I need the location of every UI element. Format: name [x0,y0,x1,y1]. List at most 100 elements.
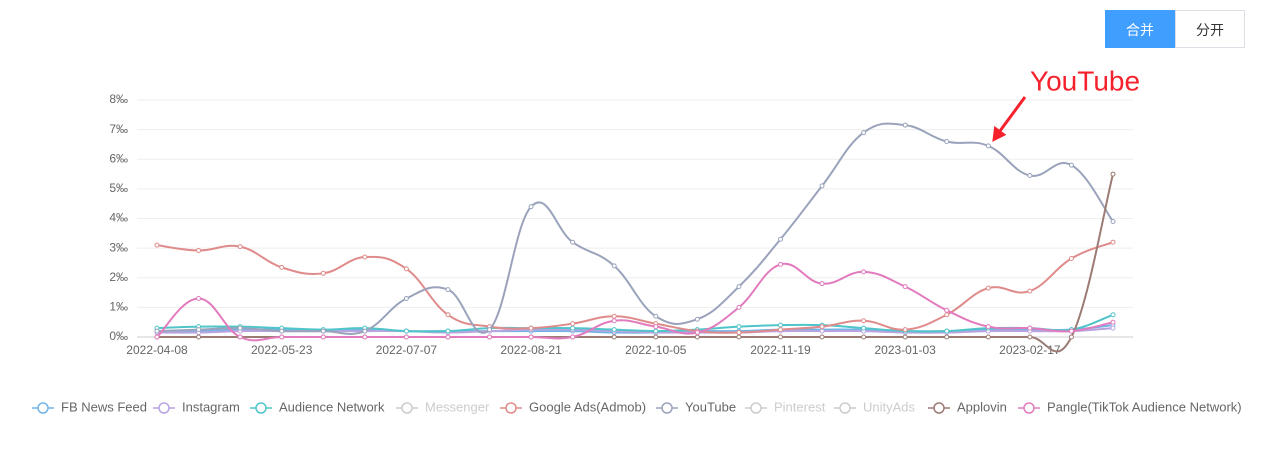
legend-icon [750,402,762,414]
data-point [403,295,409,301]
data-point [1027,173,1033,179]
legend-label: Instagram [182,399,240,414]
view-toggle: 合并 分开 [1105,10,1245,48]
legend-label: Applovin [957,399,1007,414]
data-point [694,330,700,336]
data-point [736,304,742,310]
data-point [196,334,202,340]
legend-label: YouTube [685,399,736,414]
data-point [487,327,493,333]
data-point [736,284,742,290]
data-point [570,239,576,245]
x-tick-label: 2022-11-19 [750,343,811,357]
data-point [1110,218,1116,224]
data-point [445,312,451,318]
data-point [653,313,659,319]
data-point [1027,334,1033,340]
data-point [653,334,659,340]
x-tick-label: 2023-02-17 [999,343,1061,357]
data-point [403,334,409,340]
data-point [1068,162,1074,168]
legend-icon [255,402,267,414]
data-point [694,334,700,340]
data-point [611,327,617,333]
data-point [985,143,991,149]
data-point [653,328,659,334]
data-point [777,327,783,333]
data-point [819,328,825,334]
legend-label: Google Ads(Admob) [529,399,646,414]
data-point [944,312,950,318]
data-point [570,334,576,340]
legend-label: Messenger [425,399,490,414]
data-point [237,325,243,331]
data-point [819,334,825,340]
legend-icon [839,402,851,414]
data-point [528,325,534,331]
legend-label: Pangle(TikTok Audience Network) [1047,399,1242,414]
legend-icon [158,402,170,414]
legend-label: Pinterest [774,399,826,414]
data-point [611,313,617,319]
data-point [944,307,950,313]
merge-button[interactable]: 合并 [1105,10,1175,48]
data-point [487,334,493,340]
data-point [445,328,451,334]
series-line [156,241,1114,334]
y-tick-label: 5‰ [109,181,128,195]
data-point [528,334,534,340]
data-point [653,324,659,330]
legend-label: UnityAds [863,399,916,414]
data-point [196,327,202,333]
data-point [1110,171,1116,177]
data-point [362,328,368,334]
data-point [154,334,160,340]
legend-icon [933,402,945,414]
x-tick-label: 2022-05-23 [251,343,313,357]
data-point [985,285,991,291]
series-line [156,173,1114,353]
data-point [237,244,243,250]
split-button[interactable]: 分开 [1175,10,1245,48]
data-point [445,287,451,293]
data-point [736,334,742,340]
data-point [861,318,867,324]
data-point [237,334,243,340]
data-point [944,138,950,144]
data-point [1110,319,1116,325]
data-point [944,334,950,340]
legend-icon [37,402,49,414]
data-point [694,316,700,322]
data-point [944,328,950,334]
legend-icon [505,402,517,414]
y-tick-label: 0‰ [109,329,128,343]
y-tick-label: 2‰ [109,270,128,284]
data-point [403,266,409,272]
data-point [320,334,326,340]
data-point [985,324,991,330]
data-point [777,236,783,242]
y-tick-label: 7‰ [109,122,128,136]
y-tick-label: 3‰ [109,240,128,254]
data-point [279,334,285,340]
data-point [611,318,617,324]
data-point [320,328,326,334]
data-point [611,263,617,269]
x-tick-label: 2022-04-08 [126,343,188,357]
y-tick-label: 4‰ [109,211,128,225]
data-point [777,261,783,267]
data-point [196,295,202,301]
data-point [528,204,534,210]
data-point [861,325,867,331]
data-point [736,330,742,336]
data-point [1110,312,1116,318]
data-point [403,328,409,334]
data-point [1110,239,1116,245]
data-point [777,334,783,340]
data-point [196,247,202,253]
data-point [1110,325,1116,331]
data-point [445,334,451,340]
data-point [1068,255,1074,261]
data-point [154,328,160,334]
